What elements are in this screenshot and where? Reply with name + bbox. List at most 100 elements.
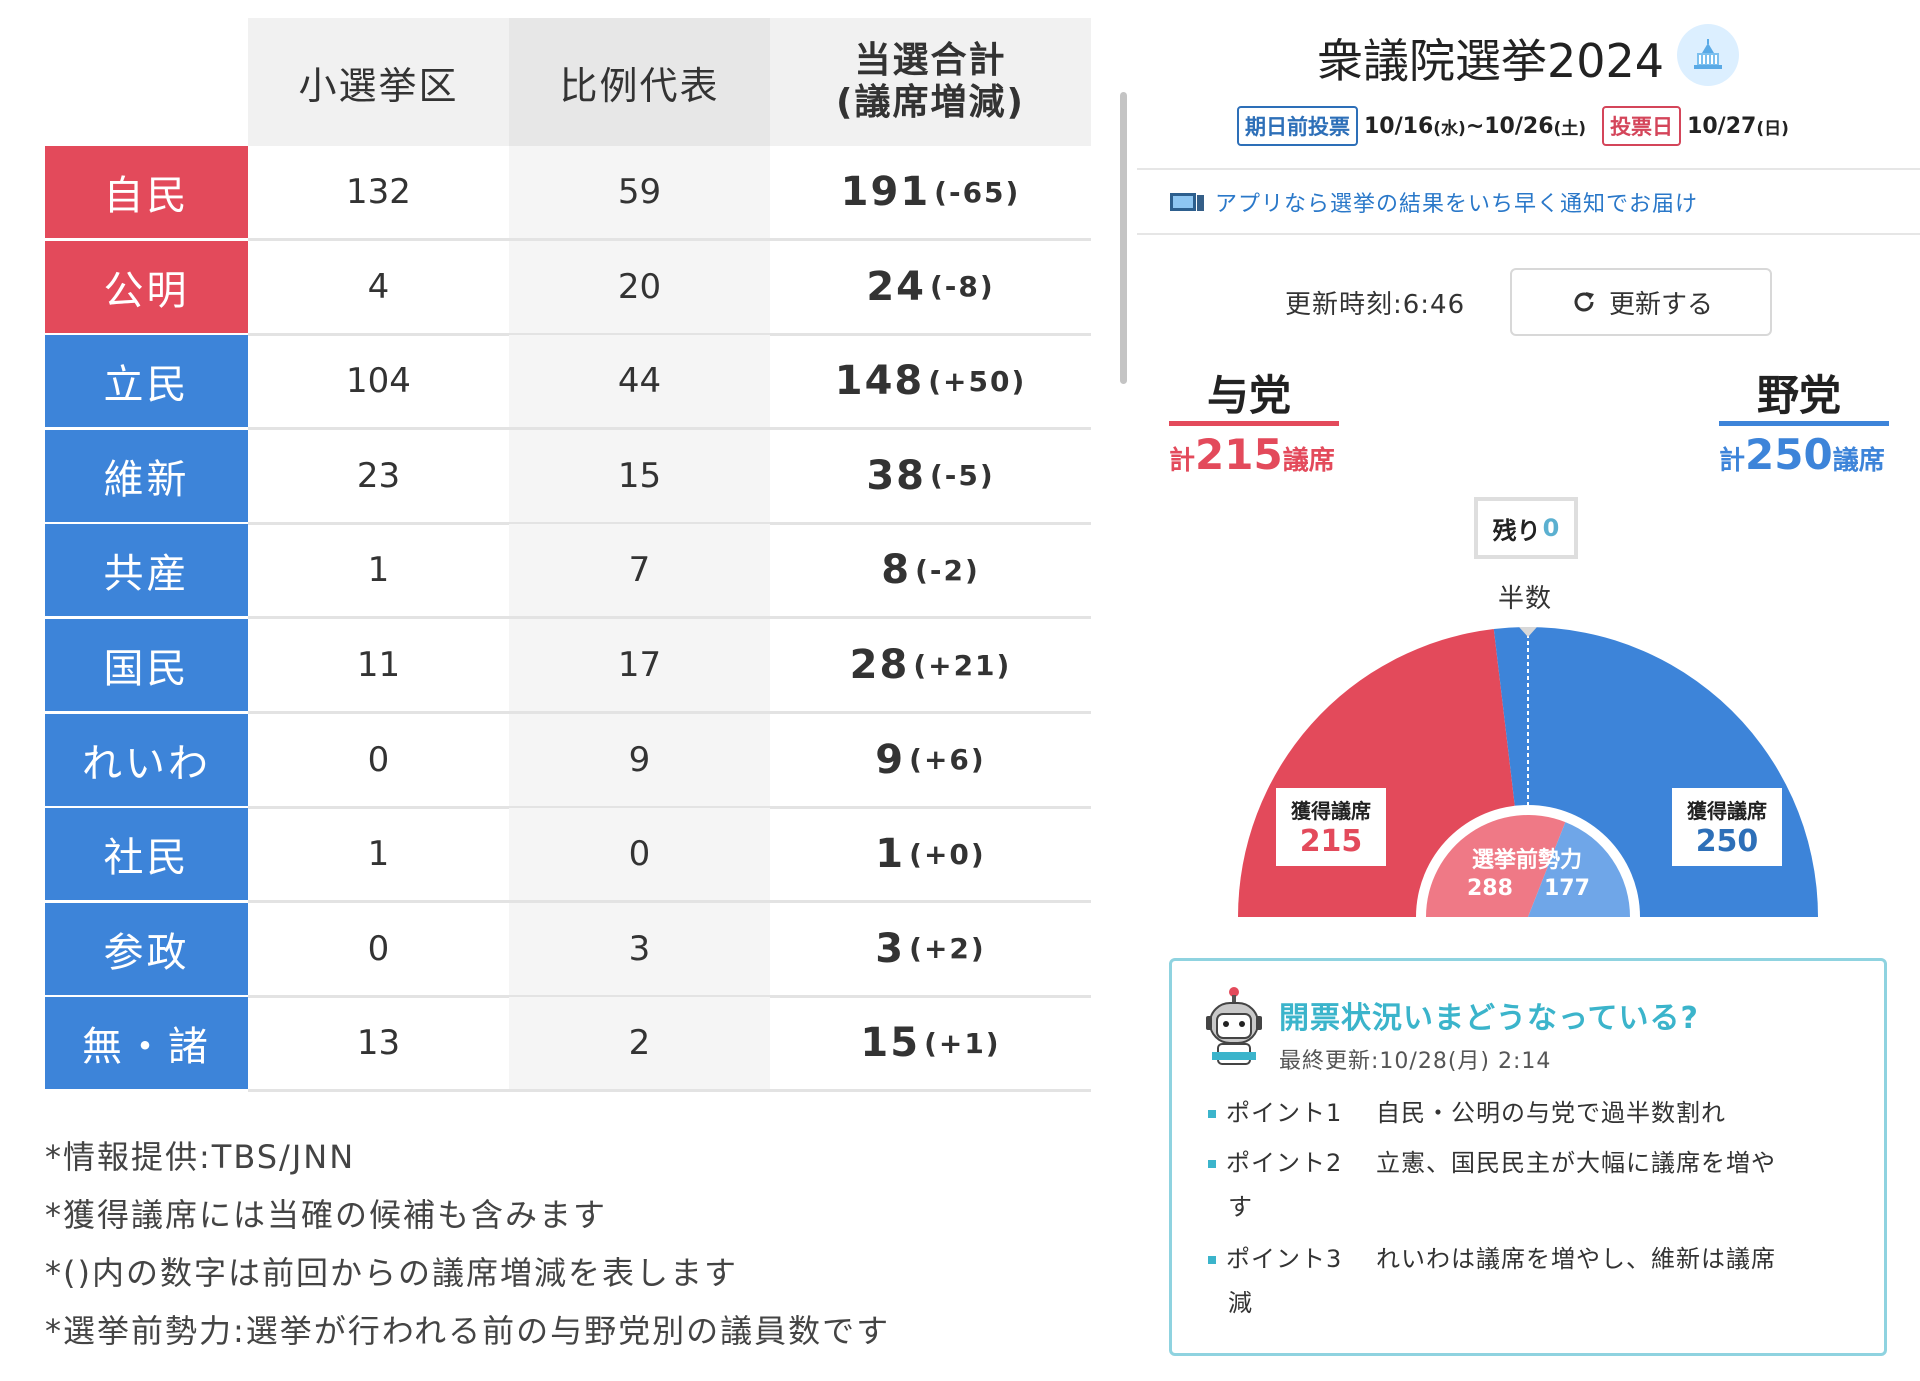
party-name: 参政: [45, 902, 248, 995]
refresh-button[interactable]: 更新する: [1510, 268, 1772, 336]
remaining-seats: 残り 0: [1474, 497, 1578, 559]
total-value: 1 (+0): [875, 831, 986, 878]
total-value: 191 (-65): [840, 169, 1021, 215]
single-seat-value: 0: [367, 928, 390, 969]
proportional-value: 20: [509, 240, 770, 333]
single-seat-value: 1: [367, 550, 390, 591]
header-single-seat: 小選挙区: [248, 18, 509, 146]
status-card: 開票状況いまどうなっている? 最終更新:10/28(月) 2:14 ポイント1 自…: [1169, 958, 1887, 1356]
footnote: *獲得議席には当確の候補も含みます: [45, 1196, 608, 1234]
row-divider: [248, 1089, 1091, 1093]
single-seat-value: 13: [356, 1023, 401, 1064]
single-seat-value: 132: [346, 172, 411, 212]
ruling-underline: [1169, 421, 1339, 426]
proportional-value: 2: [509, 997, 770, 1090]
pre-election-opposition: 177: [1544, 876, 1590, 901]
table-row: 共産 1 7 8 (-2): [45, 524, 1091, 620]
row-divider: [248, 521, 1091, 525]
total-value: 148 (+50): [834, 358, 1027, 405]
table-row: 公明 4 20 24 (-8): [45, 240, 1091, 336]
total-value: 9 (+6): [875, 736, 986, 783]
app-notification-link[interactable]: アプリなら選挙の結果をいち早く通知でお届け: [1169, 186, 1698, 218]
election-dates: 期日前投票 10/16 (水) ~10/26 (土) 投票日 10/27 (日): [1237, 106, 1789, 146]
proportional-value: 59: [509, 146, 770, 238]
party-name: 国民: [45, 619, 248, 711]
vote-day-tag: 投票日: [1602, 106, 1682, 146]
inner-slice-1: [1528, 822, 1630, 917]
refresh-icon: [1574, 292, 1594, 312]
pre-election-ruling: 288: [1467, 876, 1513, 901]
opposition-won-box: 獲得議席 250: [1669, 785, 1785, 869]
party-name: 公明: [45, 240, 248, 333]
seat-chart: [1238, 627, 1818, 917]
row-divider: [248, 332, 1091, 336]
total-value: 28 (+21): [849, 642, 1012, 688]
party-name: 維新: [45, 429, 248, 522]
total-value: 3 (+2): [875, 925, 986, 972]
point-item: ポイント3 れいわは議席を増やし、維新は議席減: [1208, 1237, 1858, 1325]
single-seat-value: 1: [367, 834, 390, 875]
table-row: 維新 23 15 38 (-5): [45, 429, 1091, 525]
card-title: 開票状況いまどうなっている?: [1279, 1001, 1699, 1036]
footnote: *情報提供:TBS/JNN: [45, 1138, 356, 1176]
opposition-label: 野党: [1757, 371, 1842, 420]
table-row: 無・諸 13 2 15 (+1): [45, 997, 1091, 1093]
single-seat-value: 0: [367, 739, 390, 780]
proportional-value: 9: [509, 713, 770, 806]
table-row: 自民 132 59 191 (-65): [45, 146, 1091, 241]
header-proportional: 比例代表: [509, 18, 770, 146]
total-value: 24 (-8): [866, 263, 995, 310]
scrollbar[interactable]: [1120, 92, 1127, 384]
footnote: *()内の数字は前回からの議席増減を表します: [45, 1254, 738, 1292]
bullet-icon: [1208, 1160, 1216, 1168]
half-marker-arrow: [1519, 627, 1537, 637]
row-divider: [248, 616, 1091, 620]
row-divider: [248, 805, 1091, 809]
update-time: 更新時刻:6:46: [1285, 290, 1466, 320]
opposition-total: 計250議席: [1719, 430, 1885, 479]
party-name: 共産: [45, 524, 248, 617]
row-divider: [248, 427, 1091, 431]
single-seat-value: 104: [346, 361, 411, 402]
total-value: 8 (-2): [881, 547, 980, 594]
proportional-value: 44: [509, 335, 770, 428]
parliament-building-icon: [1677, 24, 1739, 86]
bullet-icon: [1208, 1110, 1216, 1118]
party-name: れいわ: [45, 713, 248, 806]
pre-election-label: 選挙前勢力: [1471, 848, 1582, 873]
table-row: 国民 11 17 28 (+21): [45, 619, 1091, 714]
single-seat-value: 23: [356, 455, 401, 496]
footnote: *選挙前勢力:選挙が行われる前の与野党別の議員数です: [45, 1312, 891, 1350]
app-banner-icon: [1170, 193, 1204, 211]
row-divider: [248, 900, 1091, 904]
point-item: ポイント2 立憲、国民民主が大幅に議席を増やす: [1208, 1141, 1858, 1229]
party-name: 自民: [45, 146, 248, 238]
results-table: 小選挙区 比例代表 当選合計 (議席増減) 自民 132 59 191 (-65) 公明 4…: [45, 18, 1127, 1350]
ruling-label: 与党: [1207, 371, 1292, 420]
proportional-value: 7: [509, 524, 770, 617]
card-updated: 最終更新:10/28(月) 2:14: [1279, 1049, 1552, 1074]
proportional-value: 3: [509, 902, 770, 995]
party-name: 無・諸: [45, 997, 248, 1090]
ruling-won-box: 獲得議席 215: [1273, 785, 1389, 869]
total-value: 15 (+1): [860, 1020, 1001, 1067]
single-seat-value: 4: [367, 266, 390, 307]
opposition-underline: [1719, 421, 1889, 426]
total-value: 38 (-5): [866, 452, 995, 499]
point-item: ポイント1 自民・公明の与党で過半数割れ: [1208, 1091, 1858, 1135]
ruling-total: 計215議席: [1169, 430, 1335, 479]
divider: [1137, 233, 1920, 235]
proportional-value: 17: [509, 619, 770, 711]
early-vote-tag: 期日前投票: [1237, 106, 1358, 146]
table-row: れいわ 0 9 9 (+6): [45, 713, 1091, 809]
election-panel: 衆議院選挙2024 期日前投票 10/16 (水) ~10/26 (土) 投票日 10…: [1137, 0, 1920, 1381]
party-name: 社民: [45, 808, 248, 901]
party-name: 立民: [45, 335, 248, 428]
row-divider: [248, 238, 1091, 241]
table-row: 立民 104 44 148 (+50): [45, 335, 1091, 431]
proportional-value: 15: [509, 429, 770, 522]
divider: [1137, 168, 1920, 170]
proportional-value: 0: [509, 808, 770, 901]
row-divider: [248, 994, 1091, 998]
table-row: 社民 1 0 1 (+0): [45, 808, 1091, 904]
